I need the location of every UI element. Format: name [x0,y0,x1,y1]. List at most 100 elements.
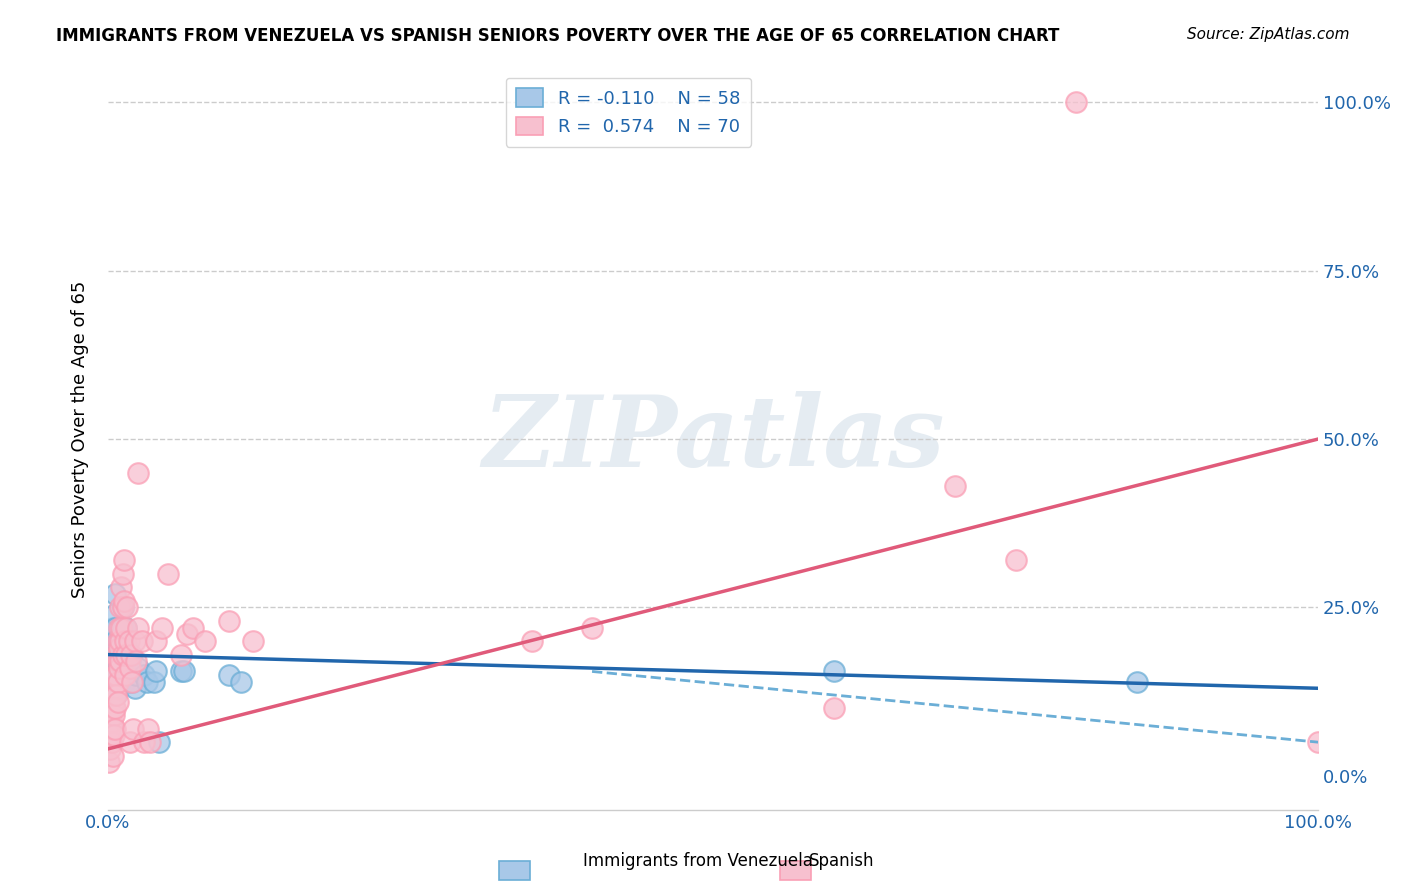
Point [152,621,174,635]
Point [104,587,127,601]
Text: ZIPatlas: ZIPatlas [482,391,945,487]
Point [157,566,180,581]
Point [100,674,122,689]
Point [127,661,149,675]
Point [115,648,138,662]
Point [100,735,122,749]
Point [104,607,127,622]
Point [124,681,146,696]
Point [118,661,141,675]
Point [120,648,142,662]
Point [107,668,129,682]
Point [105,674,128,689]
Text: Immigrants from Venezuela: Immigrants from Venezuela [583,852,813,870]
Point [143,674,166,689]
Point [108,681,131,696]
Point [173,665,195,679]
Point [125,668,148,682]
Point [111,648,134,662]
Point [943,479,966,493]
Point [103,681,125,696]
Point [108,661,131,675]
Point [114,634,136,648]
Point [242,634,264,648]
Point [107,674,129,689]
Point [115,661,138,675]
Point [520,634,543,648]
Point [111,600,134,615]
Point [131,634,153,648]
Point [110,654,132,668]
Point [1004,553,1026,567]
Point [117,634,139,648]
Point [115,621,138,635]
Point [112,553,135,567]
Point [112,661,135,675]
Point [145,634,167,648]
Text: Source: ZipAtlas.com: Source: ZipAtlas.com [1187,27,1350,42]
Point [108,634,131,648]
Point [105,688,128,702]
Y-axis label: Seniors Poverty Over the Age of 65: Seniors Poverty Over the Age of 65 [72,280,89,598]
Point [103,668,125,682]
Point [104,634,127,648]
Point [120,648,142,662]
Text: Spanish: Spanish [808,852,875,870]
Point [110,668,132,682]
Point [108,674,131,689]
Point [104,621,127,635]
Point [194,634,217,648]
Point [108,640,131,655]
Point [823,665,845,679]
Point [148,735,170,749]
Point [218,668,240,682]
Point [117,674,139,689]
Point [134,668,156,682]
Point [112,640,135,655]
Point [823,701,845,715]
Point [111,621,134,635]
Point [107,654,129,668]
Point [103,728,125,742]
Point [108,600,131,615]
Point [169,648,191,662]
Point [108,654,131,668]
Point [117,640,139,655]
Point [101,621,124,635]
Point [105,661,128,675]
Point [127,466,149,480]
Point [111,600,134,615]
Point [169,665,191,679]
Point [176,627,198,641]
Point [105,668,128,682]
Point [122,722,145,736]
Point [111,566,134,581]
Legend: R = -0.110    N = 58, R =  0.574    N = 70: R = -0.110 N = 58, R = 0.574 N = 70 [506,78,751,147]
Point [100,714,122,729]
Point [101,722,124,736]
Point [110,621,132,635]
Point [118,735,141,749]
Point [1308,735,1330,749]
Text: IMMIGRANTS FROM VENEZUELA VS SPANISH SENIORS POVERTY OVER THE AGE OF 65 CORRELAT: IMMIGRANTS FROM VENEZUELA VS SPANISH SEN… [56,27,1060,45]
Point [125,654,148,668]
Point [107,674,129,689]
Point [1125,674,1147,689]
Point [105,688,128,702]
Point [104,701,127,715]
Point [218,614,240,628]
Point [127,621,149,635]
Point [98,756,121,770]
Point [108,654,131,668]
Point [114,668,136,682]
Point [103,654,125,668]
Point [103,681,125,696]
Point [118,654,141,668]
Point [108,668,131,682]
Point [110,640,132,655]
Point [101,701,124,715]
Point [100,728,122,742]
Point [100,742,122,756]
Point [108,661,131,675]
Point [118,668,141,682]
